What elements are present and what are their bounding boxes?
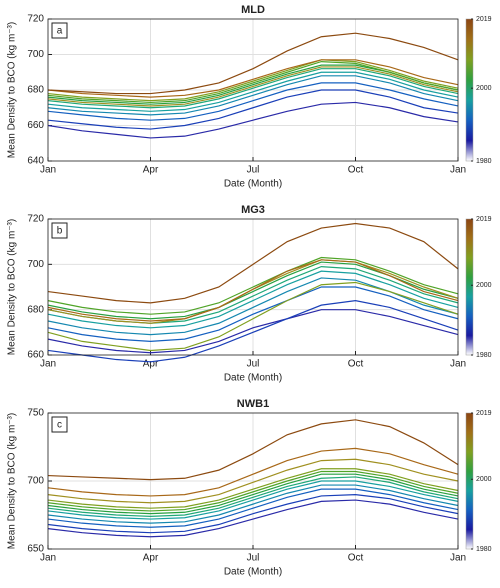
panel-label: b xyxy=(57,226,63,237)
colorbar-tick-label: 2019 xyxy=(476,410,492,417)
y-tick-label: 660 xyxy=(27,350,44,361)
data-line xyxy=(47,309,459,354)
plot-frame xyxy=(47,412,459,550)
y-tick-label: 720 xyxy=(27,14,44,25)
x-tick-label: Jul xyxy=(247,553,260,564)
colorbar xyxy=(465,218,474,356)
chart-title: MLD xyxy=(241,4,265,16)
y-tick-label: 750 xyxy=(27,408,44,419)
data-line xyxy=(47,447,459,497)
panel-label-box xyxy=(51,22,68,39)
x-tick-label: Jan xyxy=(40,359,56,370)
y-axis-label: Mean Density to BCO (kg m⁻³) xyxy=(7,413,18,549)
colorbar-tick-label: 1980 xyxy=(476,546,492,553)
data-line xyxy=(47,71,459,112)
data-line xyxy=(47,476,459,517)
x-tick-label: Oct xyxy=(348,165,364,176)
y-tick-label: 720 xyxy=(27,214,44,225)
data-line xyxy=(47,488,459,528)
data-line xyxy=(47,473,459,515)
data-line xyxy=(47,101,459,139)
colorbar-tick-label: 2000 xyxy=(476,476,492,483)
chart-title: MG3 xyxy=(241,204,265,216)
x-axis-label: Date (Month) xyxy=(224,567,282,578)
x-tick-label: Apr xyxy=(143,359,159,370)
colorbar-tick-label: 2019 xyxy=(476,16,492,23)
data-line xyxy=(47,82,459,121)
data-line xyxy=(47,480,459,520)
data-line xyxy=(47,419,459,481)
x-tick-label: Jul xyxy=(247,359,260,370)
data-line xyxy=(47,286,459,343)
data-line xyxy=(47,281,459,352)
y-tick-label: 680 xyxy=(27,304,44,315)
y-tick-label: 700 xyxy=(27,476,44,487)
y-axis-label: Mean Density to BCO (kg m⁻³) xyxy=(7,219,18,355)
data-line xyxy=(47,468,459,509)
x-tick-label: Jan xyxy=(450,359,466,370)
y-tick-label: 700 xyxy=(27,259,44,270)
data-line xyxy=(47,299,459,363)
x-tick-label: Jan xyxy=(450,553,466,564)
data-line xyxy=(47,59,459,98)
x-tick-label: Oct xyxy=(348,359,364,370)
colorbar-tick-label: 2000 xyxy=(476,282,492,289)
data-line xyxy=(47,256,459,315)
y-tick-label: 650 xyxy=(27,544,44,555)
plot-frame xyxy=(47,18,459,162)
data-line xyxy=(47,259,459,322)
panel-label: c xyxy=(57,420,62,431)
data-line xyxy=(47,493,459,534)
y-axis-label: Mean Density to BCO (kg m⁻³) xyxy=(7,22,18,158)
colorbar-tick-label: 2019 xyxy=(476,216,492,223)
data-line xyxy=(47,484,459,524)
y-tick-label: 640 xyxy=(27,156,44,167)
data-line xyxy=(47,458,459,504)
chart-title: NWB1 xyxy=(237,398,269,410)
data-line xyxy=(47,66,459,107)
colorbar-tick-label: 1980 xyxy=(476,352,492,359)
data-line xyxy=(47,470,459,512)
data-line xyxy=(47,75,459,116)
data-line xyxy=(47,68,459,109)
x-tick-label: Jan xyxy=(450,165,466,176)
x-tick-label: Jan xyxy=(40,553,56,564)
colorbar xyxy=(465,18,474,162)
data-line xyxy=(47,60,459,104)
x-tick-label: Jan xyxy=(40,165,56,176)
colorbar xyxy=(465,412,474,550)
data-line xyxy=(47,499,459,538)
data-line xyxy=(47,222,459,304)
x-axis-label: Date (Month) xyxy=(224,179,282,190)
data-line xyxy=(47,270,459,329)
x-tick-label: Oct xyxy=(348,553,364,564)
colorbar-tick-label: 1980 xyxy=(476,158,492,165)
y-tick-label: 700 xyxy=(27,49,44,60)
panel-label-box xyxy=(51,416,68,433)
x-axis-label: Date (Month) xyxy=(224,373,282,384)
y-tick-label: 660 xyxy=(27,120,44,131)
data-line xyxy=(47,32,459,95)
data-line xyxy=(47,59,459,102)
x-tick-label: Apr xyxy=(143,165,159,176)
panel-label-box xyxy=(51,222,68,239)
colorbar-tick-label: 2000 xyxy=(476,85,492,92)
x-tick-label: Apr xyxy=(143,553,159,564)
panel-label: a xyxy=(57,26,63,37)
data-line xyxy=(47,89,459,130)
x-tick-label: Jul xyxy=(247,165,260,176)
plot-frame xyxy=(47,218,459,356)
y-tick-label: 680 xyxy=(27,85,44,96)
